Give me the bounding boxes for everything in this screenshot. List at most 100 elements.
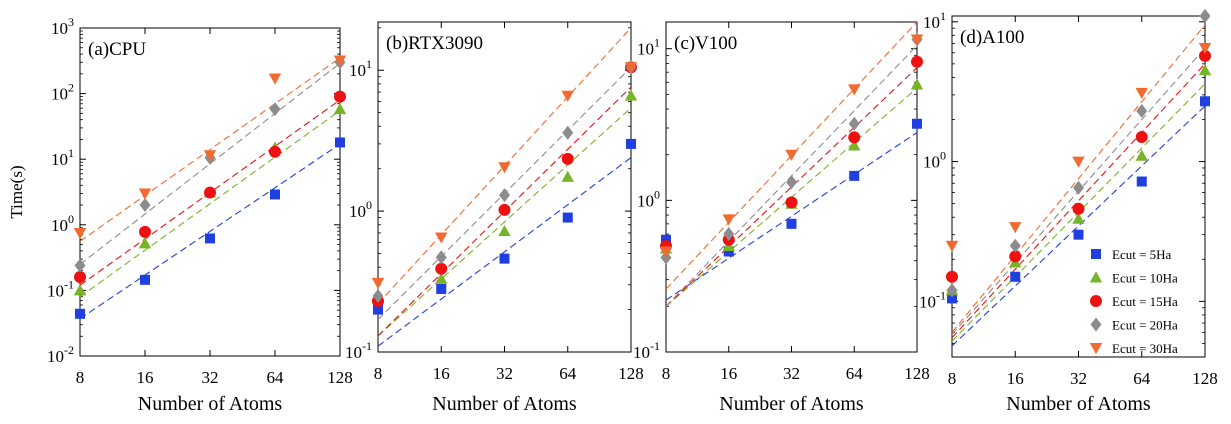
point-ecut-5 [1136,176,1147,187]
point-ecut-10 [561,170,574,182]
point-ecut-30 [848,84,861,96]
x-tick-label: 128 [1192,369,1218,388]
point-ecut-20 [1009,238,1021,253]
legend-marker-ecut-10 [1089,271,1103,283]
point-ecut-30 [785,149,798,161]
point-ecut-15 [785,196,798,209]
point-ecut-15 [1072,202,1085,215]
x-tick-label: 64 [846,364,864,383]
y-tick-label: 10-1 [47,277,74,300]
point-ecut-5 [849,170,860,181]
point-ecut-20 [499,188,510,203]
point-ecut-5 [786,218,797,229]
legend-label-ecut-30: Ecut = 30Ha [1112,341,1178,356]
point-ecut-30 [659,246,673,258]
point-ecut-15 [204,186,216,199]
point-ecut-10 [910,78,924,90]
point-ecut-30 [498,162,511,174]
x-tick-label: 64 [1133,369,1151,388]
y-axis-label: Time(s) [7,165,26,218]
fit-line-ecut-15 [952,63,1205,339]
x-axis-label: Number of Atoms [719,393,864,415]
x-tick-label: 8 [374,364,383,383]
point-ecut-15 [848,131,861,144]
x-tick-label: 32 [1070,369,1087,388]
point-ecut-5 [562,212,573,223]
x-tick-label: 32 [496,364,513,383]
legend-marker-ecut-20 [1090,317,1102,332]
y-tick-label: 100 [349,198,372,221]
x-axis-label: Number of Atoms [432,393,577,415]
panel-title: (b)RTX3090 [386,33,483,54]
point-ecut-5 [436,284,447,295]
point-ecut-5 [75,308,85,319]
point-ecut-5 [1010,271,1021,282]
y-tick-label: 102 [51,81,74,104]
point-ecut-30 [203,150,217,162]
point-ecut-10 [73,284,87,296]
legend: Ecut = 5Ha Ecut = 10Ha Ecut = 15Ha Ecut = 2… [1089,247,1178,356]
panel-1: 10-2 10-1 100 101 102 103 8 16 32 64 128 Number of … [47,15,353,415]
y-tick-label: 10-1 [345,339,372,362]
point-ecut-20 [1136,104,1148,119]
point-ecut-5 [947,293,957,304]
point-ecut-10 [624,89,638,101]
point-ecut-15 [498,203,511,216]
point-ecut-20 [562,125,574,140]
y-tick-label: 10-1 [633,339,660,362]
point-ecut-5 [912,118,922,129]
legend-marker-ecut-30 [1089,343,1103,355]
x-tick-label: 64 [559,364,577,383]
panel-title: (d)A100 [960,27,1024,48]
legend-marker-ecut-5 [1091,249,1101,259]
fit-line-ecut-30 [952,24,1205,333]
point-ecut-30 [945,240,959,252]
fit-line-ecut-10 [80,110,340,298]
point-ecut-30 [1072,156,1085,168]
fit-line-ecut-5 [80,143,340,320]
y-tick-label: 101 [349,57,372,80]
point-ecut-20 [946,283,958,298]
point-ecut-20 [1199,9,1211,23]
point-ecut-5 [335,137,345,148]
panel-2: 10-1 100 101 8 16 32 64 128 Number of Atoms (b)RT… [345,21,644,415]
point-ecut-30 [138,188,152,200]
point-ecut-10 [848,139,861,151]
x-axis-label: Number of Atoms [1006,393,1151,415]
x-axis-label: Number of Atoms [138,393,283,415]
point-ecut-15 [1199,49,1211,62]
point-ecut-5 [1200,96,1210,107]
y-tick-label: 103 [51,15,74,38]
x-tick-label: 16 [1007,369,1024,388]
point-ecut-30 [722,214,735,226]
point-ecut-20 [372,288,384,303]
fit-line-ecut-10 [378,107,631,337]
point-ecut-15 [435,262,448,275]
point-ecut-5 [723,246,734,257]
y-tick-label: 100 [51,212,74,235]
panel-title: (a)CPU [88,39,146,60]
fit-line-ecut-15 [666,67,917,307]
point-ecut-30 [435,232,448,244]
point-ecut-15 [1009,250,1022,263]
y-tick-label: 101 [923,9,946,32]
point-ecut-30 [268,73,282,85]
point-ecut-15 [946,270,958,283]
y-tick-label: 100 [637,187,660,210]
x-tick-label: 64 [267,368,285,387]
point-ecut-5 [373,304,383,315]
y-tick-label: 101 [51,146,74,169]
x-tick-label: 128 [904,364,930,383]
legend-label-ecut-10: Ecut = 10Ha [1112,271,1178,286]
x-tick-label: 16 [720,364,737,383]
x-tick-label: 8 [662,364,671,383]
legend-marker-ecut-15 [1090,295,1102,307]
panel-4: 10-1 100 101 8 16 32 64 128 Number of Atoms (d)A1… [919,9,1218,415]
y-tick-label: 10-1 [919,288,946,311]
point-ecut-5 [661,234,671,245]
point-ecut-5 [499,253,510,264]
legend-label-ecut-20: Ecut = 20Ha [1112,318,1178,333]
point-ecut-20 [269,102,281,117]
y-tick-label: 10-2 [47,343,74,366]
